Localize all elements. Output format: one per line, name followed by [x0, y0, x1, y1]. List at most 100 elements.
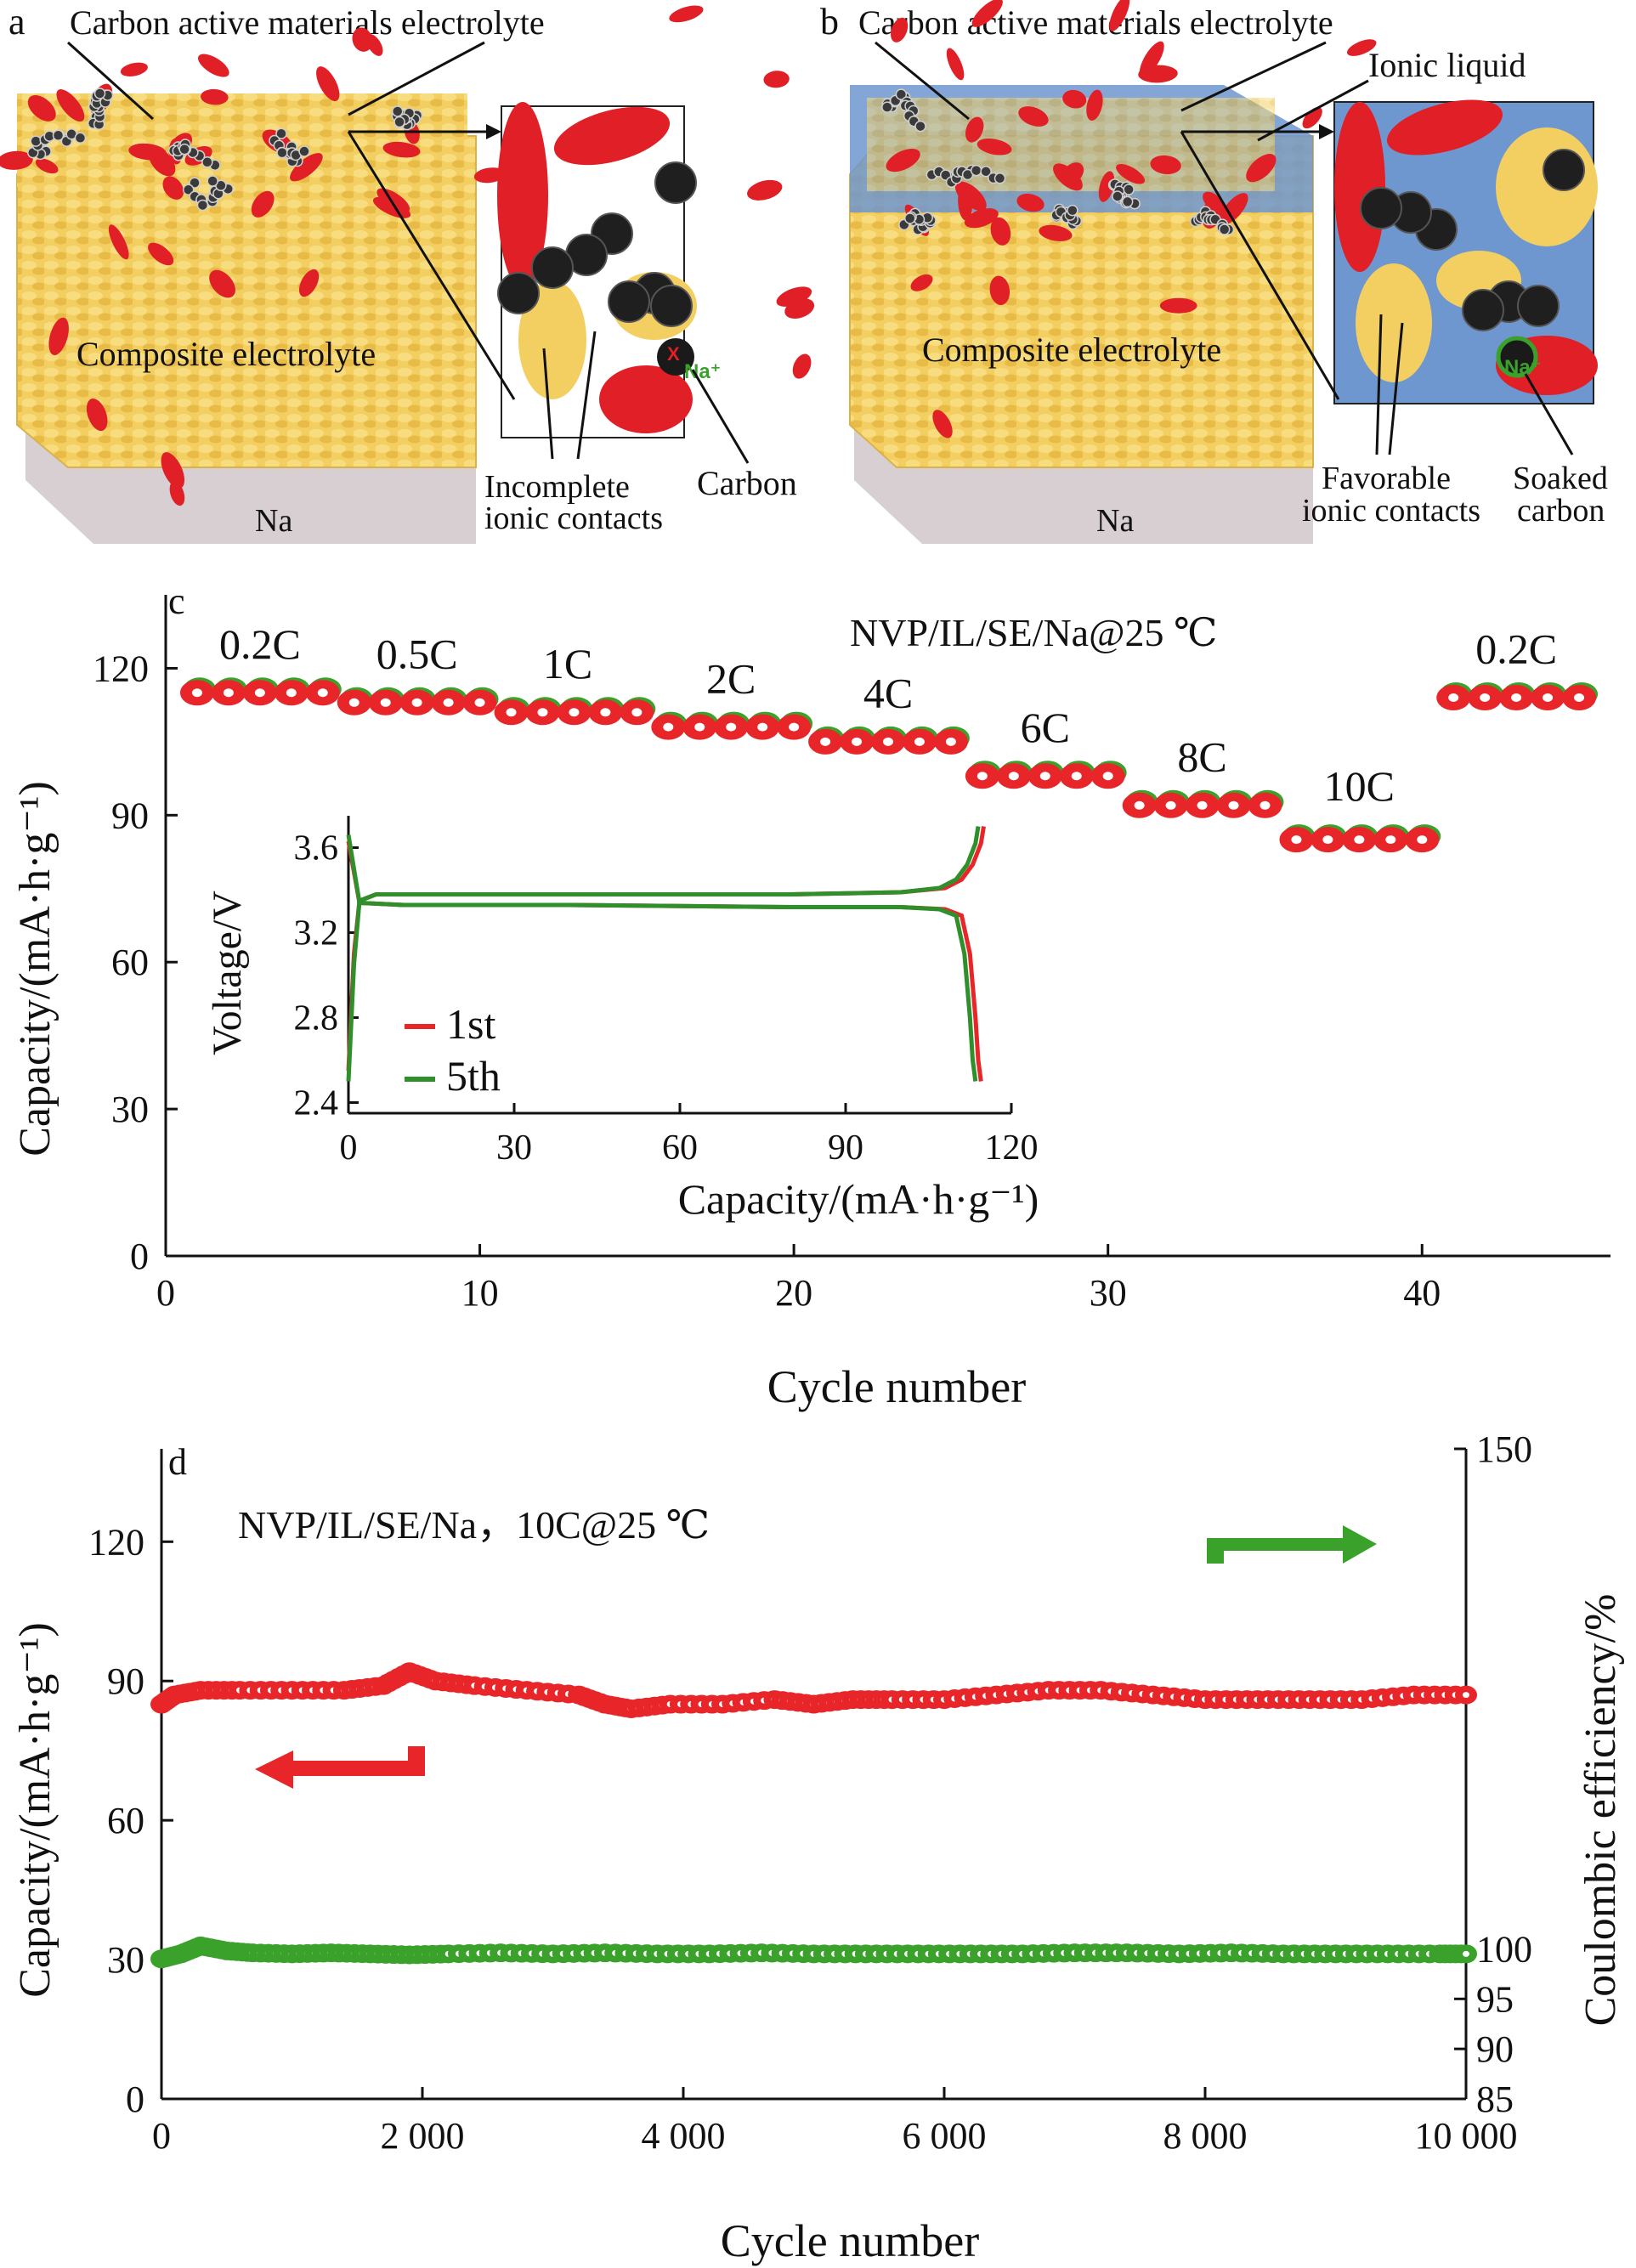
panel-b: b Carbon active materials electrolyte Io…: [763, 0, 1608, 544]
panel-c-inset-x-tick-label: 90: [828, 1128, 863, 1168]
panel-a-particle-cluster: [0, 0, 783, 506]
panel-c-point-highlight: [380, 698, 391, 707]
panel-d-x-tick-label: 2 000: [381, 2115, 465, 2157]
panel-c-point-highlight: [1417, 835, 1428, 845]
panel-c-x-tick-label: 20: [775, 1272, 812, 1314]
panel-c-x-tick-label: 10: [461, 1272, 499, 1314]
panel-c-point-highlight: [286, 688, 297, 698]
active-material-particle: [365, 34, 383, 56]
panel-d-efficiency-point-highlight: [1463, 1950, 1469, 1957]
panel-a-note-left-2: ionic contacts: [484, 501, 663, 536]
panel-c-point-highlight: [694, 722, 705, 732]
active-material-particle: [763, 71, 790, 88]
carbon-bead: [970, 164, 982, 177]
panel-c-point-highlight: [1480, 693, 1491, 703]
panel-d-y-axis-label: Capacity/(mA·h·g⁻¹): [11, 1622, 59, 1998]
panel-a-x-mark: X: [667, 343, 680, 365]
panel-c-inset-curve-1st-charge: [346, 826, 986, 1072]
active-material-particle: [35, 158, 59, 174]
active-material-particle: [964, 208, 999, 229]
carbon-bead: [650, 285, 693, 327]
active-material-particle: [910, 274, 933, 291]
carbon-bead: [895, 88, 908, 100]
active-material-particle: [1116, 164, 1146, 184]
panel-c-point-highlight: [726, 722, 737, 732]
panel-c-inset-curve-5th-discharge: [346, 834, 978, 1082]
panel-d-annotation: NVP/IL/SE/Na，10C@25 ℃: [238, 1503, 710, 1547]
panel-b-letter: b: [820, 1, 839, 42]
carbon-bead: [531, 246, 574, 289]
panel-b-sodium-base: [854, 425, 1313, 544]
panel-c-point-highlight: [223, 688, 234, 698]
active-material-particle: [161, 452, 185, 489]
active-material-particle: [201, 88, 229, 105]
active-material-particle: [27, 94, 56, 122]
active-material-particle: [954, 181, 987, 212]
panel-c-letter: c: [168, 580, 185, 622]
panel-c-inset-x-tick-label: 60: [662, 1128, 698, 1168]
active-material-particle: [471, 0, 508, 2]
panel-d-x-tick-label: 4 000: [642, 2115, 726, 2157]
panel-d-y2-tick-label: 85: [1476, 2079, 1514, 2120]
panel-d-left-axis-arrow: [255, 1746, 425, 1789]
panel-d-capacity-point-highlight: [1463, 1692, 1469, 1699]
carbon-bead: [914, 120, 926, 133]
carbon-bead: [1360, 187, 1402, 229]
panel-c-rate-label: 0.2C: [219, 620, 301, 668]
panel-c-inset-y-tick-label: 2.8: [294, 999, 339, 1038]
active-material-particle: [1053, 163, 1083, 191]
active-material-particle: [1098, 171, 1115, 202]
carbon-bead: [1067, 204, 1078, 217]
panel-c-point-highlight: [411, 698, 422, 707]
panel-c-point-highlight: [1260, 800, 1271, 810]
panel-d-y2-tick-label: 90: [1476, 2028, 1514, 2070]
panel-c-inset-curve-1st-discharge: [346, 840, 983, 1082]
carbon-bead: [298, 145, 310, 157]
panel-c-x-axis-label: Cycle number: [767, 1361, 1026, 1412]
active-material-particle: [352, 27, 373, 52]
active-material-particle: [946, 48, 965, 81]
panel-d-x-tick-label: 8 000: [1163, 2115, 1248, 2157]
active-material-particle: [298, 269, 320, 297]
panel-d-y-tick-label: 90: [107, 1660, 144, 1702]
carbon-bead: [393, 116, 405, 128]
panel-d-letter: d: [168, 1441, 187, 1483]
carbon-bead: [993, 173, 1006, 184]
carbon-bead: [881, 101, 893, 113]
panel-c-inset-x-axis-label: Capacity/(mA·h·g⁻¹): [678, 1175, 1039, 1223]
carbon-bead: [904, 212, 916, 224]
panel-c-y-tick-label: 90: [111, 795, 149, 836]
panel-b-note-right-1: Soaked: [1513, 461, 1608, 496]
panel-c-point-highlight: [914, 737, 925, 746]
panel-c-rate-label: 4C: [863, 670, 913, 717]
panel-c-point-highlight: [1165, 800, 1176, 810]
active-material-particle: [290, 153, 323, 182]
active-material-particle: [316, 66, 340, 102]
panel-c-inset-y-tick-label: 3.2: [294, 914, 339, 953]
carbon-bead: [1218, 223, 1231, 235]
panel-c-y-tick-label: 60: [111, 942, 149, 983]
carbon-bead: [1462, 289, 1504, 331]
panel-c-inset-y-axis-label: Voltage/V: [205, 891, 250, 1055]
panel-c-point-highlight: [757, 722, 768, 732]
carbon-bead: [196, 199, 209, 212]
carbon-bead: [30, 135, 42, 147]
panel-c-point-highlight: [600, 708, 611, 717]
panel-b-block-label: Composite electrolyte: [922, 331, 1221, 369]
panel-c-inset-legend-1st: 1st: [446, 1000, 495, 1048]
active-material-particle: [747, 179, 783, 201]
panel-c-chart: c NVP/IL/SE/Na@25 ℃ Cycle number Capacit…: [11, 580, 1611, 1412]
panel-b-top-label: Carbon active materials electrolyte: [858, 3, 1333, 42]
panel-d-x-tick-label: 0: [152, 2115, 171, 2157]
panel-c-rate-label: 6C: [1021, 704, 1070, 751]
panel-d-right-axis-arrow: [1207, 1525, 1377, 1564]
panel-c-inset-y-tick-label: 2.4: [294, 1084, 339, 1123]
carbon-bead: [1121, 195, 1134, 208]
panel-b-na-ion: Na⁺: [1504, 356, 1541, 379]
panel-c-point-highlight: [852, 737, 863, 746]
panel-c-point-highlight: [789, 722, 800, 732]
panel-c-point-highlight: [1008, 772, 1019, 781]
panel-b-note-right-2: carbon: [1517, 493, 1605, 529]
panel-c-y-tick-label: 120: [93, 648, 149, 689]
